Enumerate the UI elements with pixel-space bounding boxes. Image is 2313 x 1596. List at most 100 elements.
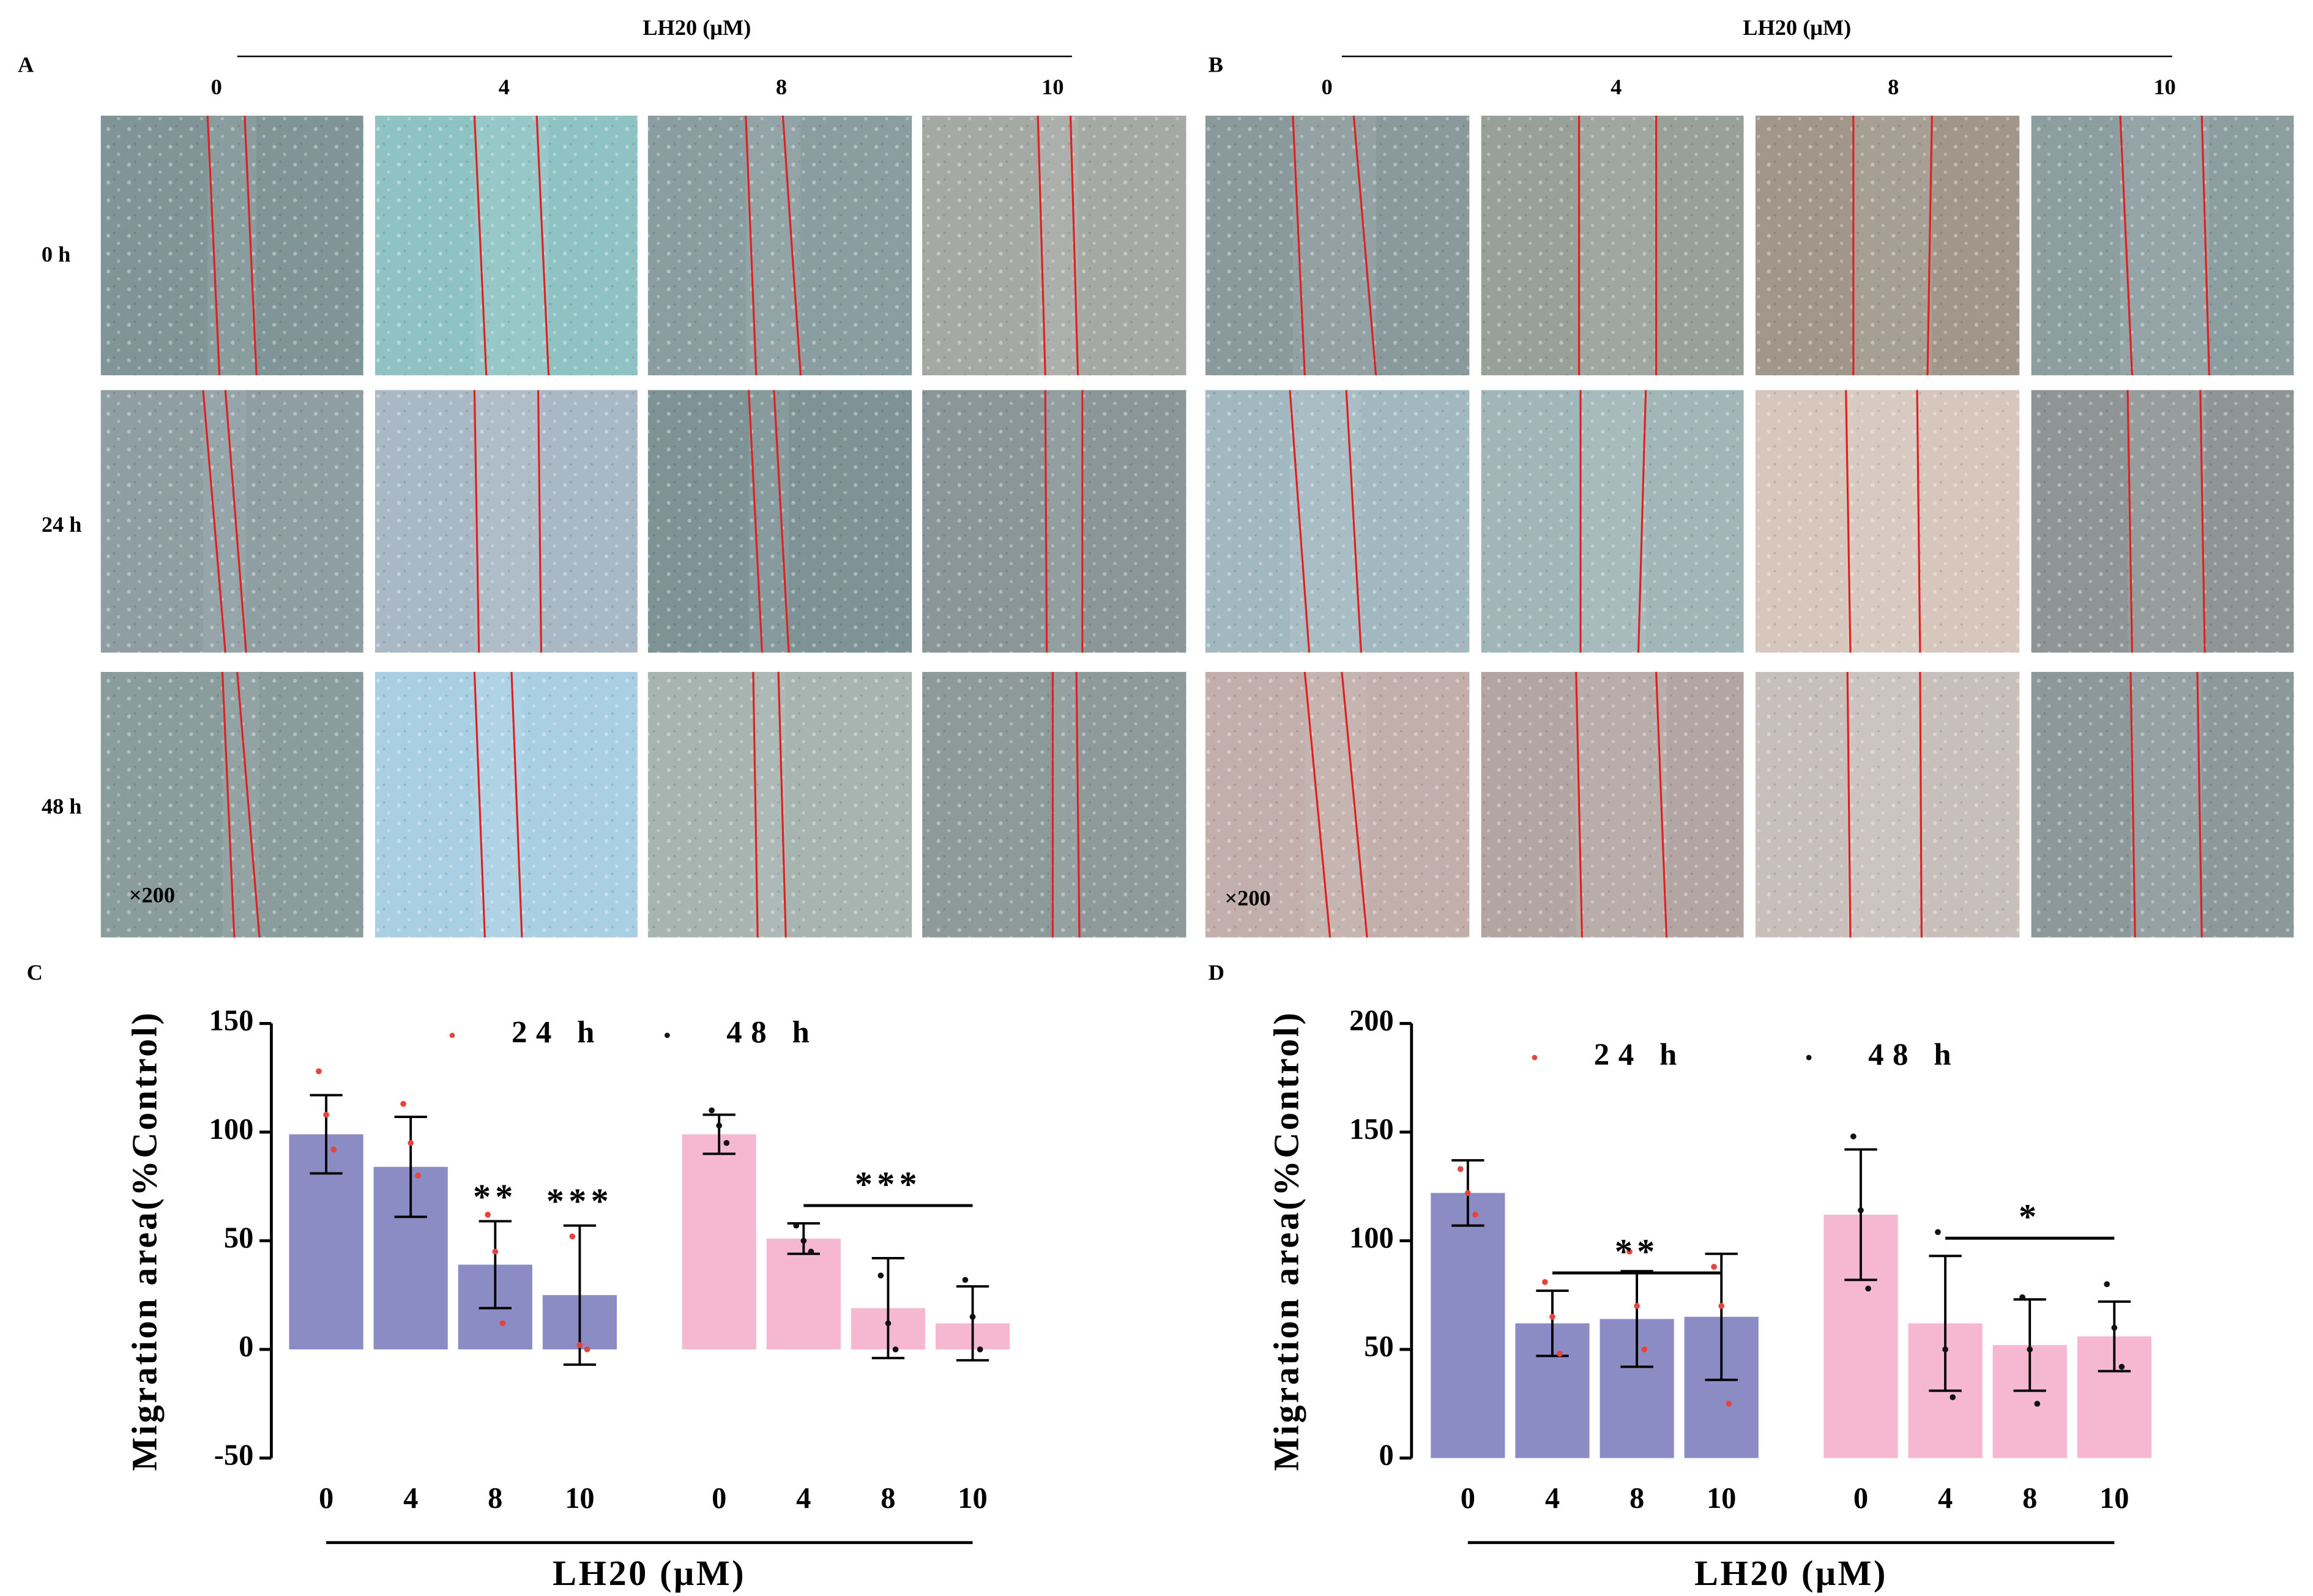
row-label: 0 h — [42, 242, 70, 267]
micrograph-texture — [1205, 390, 1470, 653]
data-point — [569, 1233, 576, 1240]
scratch-gap — [753, 671, 786, 938]
data-point — [1726, 1400, 1732, 1407]
wound-edge — [2196, 671, 2203, 938]
data-point — [2111, 1324, 2118, 1331]
data-point — [400, 1100, 406, 1107]
wound-edge — [1289, 390, 1311, 653]
micrograph-texture — [2031, 116, 2294, 376]
data-point — [415, 1173, 422, 1179]
data-point — [1457, 1166, 1464, 1173]
data-point — [1634, 1303, 1640, 1309]
significance-label: ** — [473, 1177, 518, 1217]
wound-edge — [2199, 390, 2206, 653]
wound-edge — [752, 671, 759, 938]
row-label: 24 h — [42, 512, 82, 537]
wound-edge — [1303, 671, 1332, 938]
column-label: 4 — [499, 75, 510, 99]
micrograph-texture — [375, 390, 638, 653]
wound-edge — [535, 115, 550, 376]
legend-marker — [1532, 1054, 1538, 1061]
data-point — [1711, 1264, 1717, 1270]
wound-edge — [2200, 116, 2210, 376]
wound-edge — [510, 671, 523, 938]
scratch-gap — [1847, 671, 1922, 938]
micrograph-texture — [647, 390, 912, 653]
x-tick-label: 0 — [712, 1482, 726, 1515]
micrograph-texture — [1481, 671, 1744, 938]
panel-letter: B — [1209, 52, 1223, 76]
scratch-gap — [1576, 671, 1667, 938]
panel-letter: D — [1209, 960, 1224, 985]
data-point — [584, 1346, 590, 1352]
wound-edge — [224, 390, 247, 653]
x-tick-label: 10 — [565, 1482, 594, 1515]
data-point — [800, 1237, 807, 1244]
wound-edge — [1916, 390, 1921, 653]
y-tick-label: 100 — [1349, 1222, 1394, 1255]
micrograph-texture — [375, 671, 638, 938]
scratch-gap — [1853, 116, 1932, 376]
y-tick-label: 50 — [1364, 1330, 1393, 1363]
data-point — [499, 1320, 506, 1327]
data-point — [892, 1346, 899, 1352]
data-point — [2019, 1294, 2025, 1300]
wound-edge — [244, 115, 258, 376]
panel-letter: C — [27, 960, 43, 985]
data-point — [2027, 1346, 2033, 1352]
micrograph-texture — [1205, 671, 1470, 938]
data-point — [1549, 1313, 1555, 1320]
column-label: 0 — [1322, 75, 1333, 99]
wound-edge — [1075, 671, 1081, 938]
data-point — [1850, 1133, 1857, 1139]
wound-edge — [473, 671, 486, 938]
bar — [1431, 1193, 1505, 1458]
wound-edge — [2126, 390, 2133, 653]
micrograph-texture — [100, 116, 363, 376]
scratch-gap — [203, 390, 247, 653]
scratch-gap — [474, 390, 542, 653]
x-tick-label: 0 — [1853, 1482, 1868, 1515]
column-label: 10 — [2154, 75, 2176, 99]
wound-edge — [1292, 115, 1306, 376]
legend-label: 24 h — [512, 1015, 603, 1050]
data-point — [323, 1111, 329, 1118]
data-point — [793, 1222, 800, 1229]
scratch-gap — [1846, 390, 1920, 653]
magnification: ×200 — [129, 883, 175, 908]
x-tick-label: 10 — [1707, 1482, 1736, 1515]
wound-edge — [1345, 390, 1362, 653]
scratch-gap — [207, 116, 257, 376]
data-point — [877, 1272, 884, 1279]
micrograph-texture — [922, 116, 1186, 376]
data-point — [723, 1139, 730, 1146]
micrograph-texture — [1481, 116, 1744, 376]
data-point — [330, 1146, 337, 1153]
x-axis-label: LH20 (μM) — [553, 1553, 746, 1593]
significance-label: *** — [855, 1164, 922, 1204]
micrograph-texture — [100, 390, 363, 653]
x-tick-label: 8 — [2022, 1482, 2037, 1515]
header: LH20 (μM) — [642, 15, 751, 40]
header: LH20 (μM) — [1743, 15, 1851, 40]
wound-edge — [1926, 116, 1933, 376]
x-tick-label: 4 — [1545, 1482, 1560, 1515]
wound-edge — [748, 390, 764, 653]
column-label: 8 — [776, 75, 787, 99]
significance-label: ** — [1615, 1231, 1659, 1271]
legend-label: 48 h — [726, 1015, 818, 1050]
scratch-gap — [1305, 671, 1368, 938]
data-point — [492, 1248, 499, 1255]
scratch-gap — [1290, 390, 1361, 653]
data-point — [977, 1346, 983, 1352]
row-label: 48 h — [42, 794, 82, 818]
magnification: ×200 — [1224, 886, 1270, 911]
x-axis-label: LH20 (μM) — [1694, 1553, 1888, 1593]
column-label: 10 — [1041, 75, 1063, 99]
data-point — [885, 1320, 892, 1327]
layout: LH20 (μM) LH20 (μM) A B C D — [18, 15, 2172, 985]
panel-letter: A — [18, 52, 34, 76]
x-tick-label: 8 — [488, 1482, 502, 1515]
scratch-gap — [474, 116, 549, 376]
